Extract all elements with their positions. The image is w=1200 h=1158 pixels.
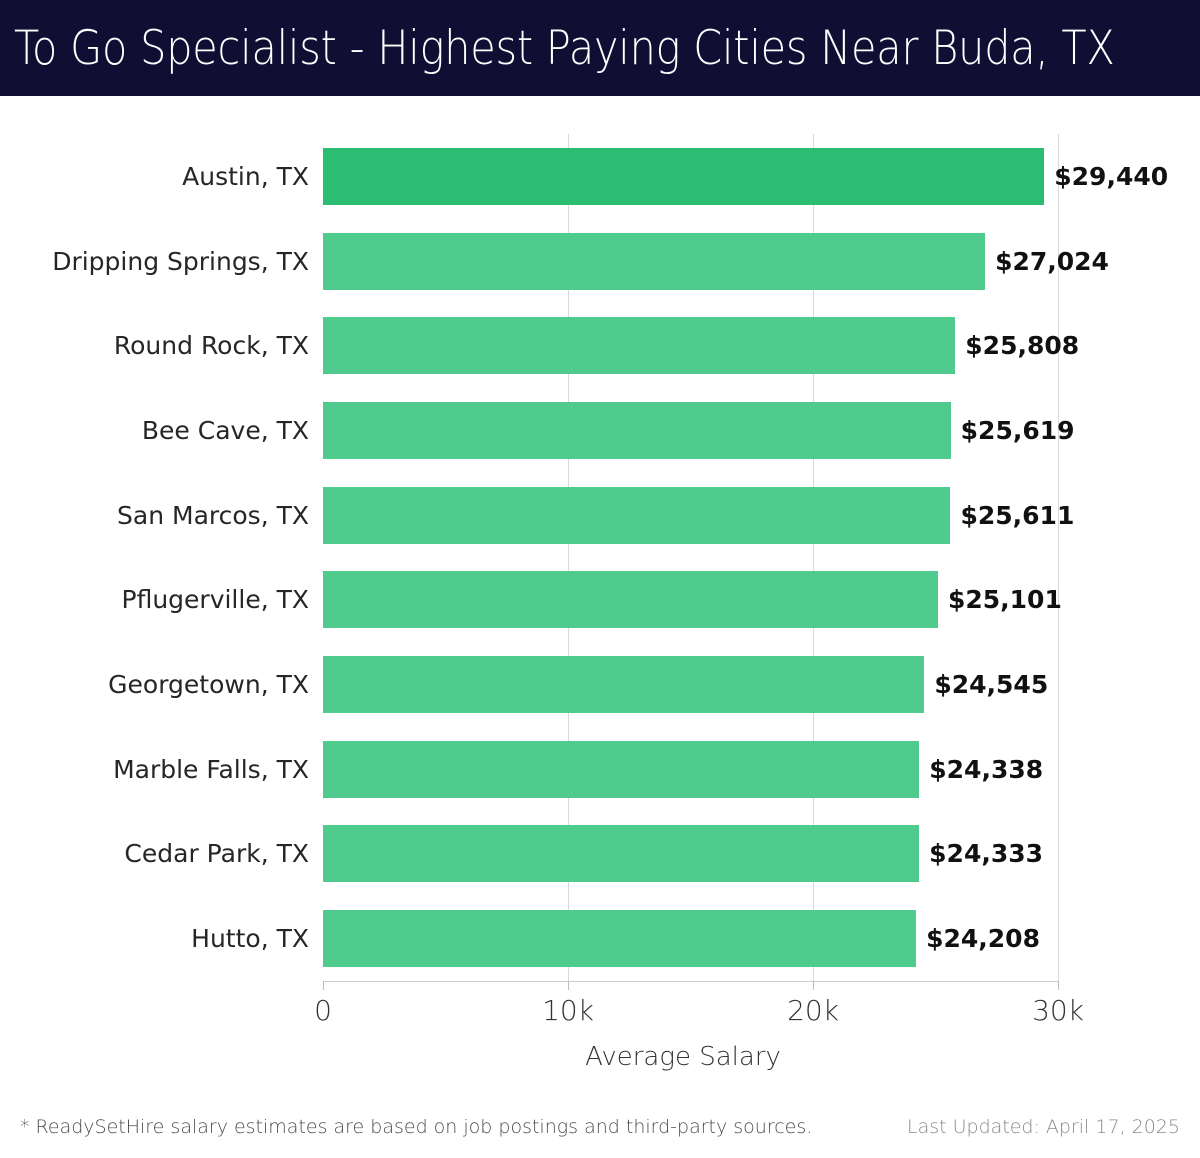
bar[interactable] — [323, 232, 986, 290]
category-label: Cedar Park, TX — [124, 839, 309, 869]
bar-value-label: $25,611 — [960, 500, 1075, 530]
bar-row[interactable]: Pflugerville, TX $25,101 — [0, 571, 1200, 629]
category-label: Dripping Springs, TX — [52, 246, 309, 276]
gridline — [813, 134, 814, 981]
page-title: To Go Specialist - Highest Paying Cities… — [14, 20, 1115, 76]
bar-value-label: $25,619 — [960, 415, 1075, 445]
chart-footer: * ReadySetHire salary estimates are base… — [0, 1096, 1200, 1158]
chart-plot: Austin, TX $29,440 Dripping Springs, TX $27… — [0, 96, 1200, 1096]
bar-row[interactable]: Hutto, TX $24,208 — [0, 910, 1200, 968]
bar-value-label: $24,545 — [934, 670, 1049, 700]
x-tick-mark — [1058, 981, 1059, 990]
bar-row[interactable]: Bee Cave, TX $25,619 — [0, 401, 1200, 459]
footnote-text: * ReadySetHire salary estimates are base… — [20, 1116, 813, 1138]
bar-value-label: $24,338 — [929, 754, 1044, 784]
category-label: Austin, TX — [182, 161, 309, 191]
category-label: Pflugerville, TX — [121, 585, 310, 615]
bar[interactable] — [323, 656, 925, 714]
chart-header: To Go Specialist - Highest Paying Cities… — [0, 0, 1200, 96]
bar-row[interactable]: Dripping Springs, TX $27,024 — [0, 232, 1200, 290]
bar[interactable] — [323, 317, 956, 375]
plot-area — [323, 134, 1059, 981]
bar[interactable] — [323, 486, 951, 544]
bar[interactable] — [323, 740, 920, 798]
bar-value-label: $24,333 — [929, 839, 1044, 869]
bar[interactable] — [323, 401, 951, 459]
bar-row[interactable]: Cedar Park, TX $24,333 — [0, 825, 1200, 883]
bar-row[interactable]: Georgetown, TX $24,545 — [0, 656, 1200, 714]
last-updated-text: Last Updated: April 17, 2025 — [906, 1116, 1180, 1138]
category-label: Hutto, TX — [191, 924, 309, 954]
bar-row[interactable]: Austin, TX $29,440 — [0, 147, 1200, 205]
bar-row[interactable]: Round Rock, TX $25,808 — [0, 317, 1200, 375]
x-tick-label: 0 — [314, 994, 332, 1027]
bar-value-label: $27,024 — [995, 246, 1109, 276]
x-tick-label: 10k — [542, 994, 594, 1027]
bar-value-label: $24,208 — [926, 924, 1040, 954]
category-label: Bee Cave, TX — [141, 415, 309, 445]
bar[interactable] — [323, 571, 938, 629]
gridline — [1058, 134, 1059, 981]
category-label: Georgetown, TX — [108, 670, 309, 700]
x-tick-mark — [323, 981, 324, 990]
x-tick-label: 20k — [787, 994, 839, 1027]
x-tick-label: 30k — [1032, 994, 1084, 1027]
bar-value-label: $25,101 — [947, 585, 1062, 615]
bar[interactable] — [323, 825, 920, 883]
bar-value-label: $29,440 — [1054, 161, 1169, 191]
category-label: Marble Falls, TX — [113, 754, 309, 784]
bar-row[interactable]: Marble Falls, TX $24,338 — [0, 740, 1200, 798]
category-label: San Marcos, TX — [117, 500, 309, 530]
category-label: Round Rock, TX — [113, 331, 309, 361]
x-tick-mark — [568, 981, 569, 990]
x-axis-line — [323, 981, 1059, 982]
x-tick-mark — [813, 981, 814, 990]
bar-value-label: $25,808 — [965, 331, 1080, 361]
bar[interactable] — [323, 910, 917, 968]
bar-row[interactable]: San Marcos, TX $25,611 — [0, 486, 1200, 544]
gridline — [568, 134, 569, 981]
bar[interactable] — [323, 147, 1045, 205]
x-axis-title: Average Salary — [585, 1042, 781, 1072]
